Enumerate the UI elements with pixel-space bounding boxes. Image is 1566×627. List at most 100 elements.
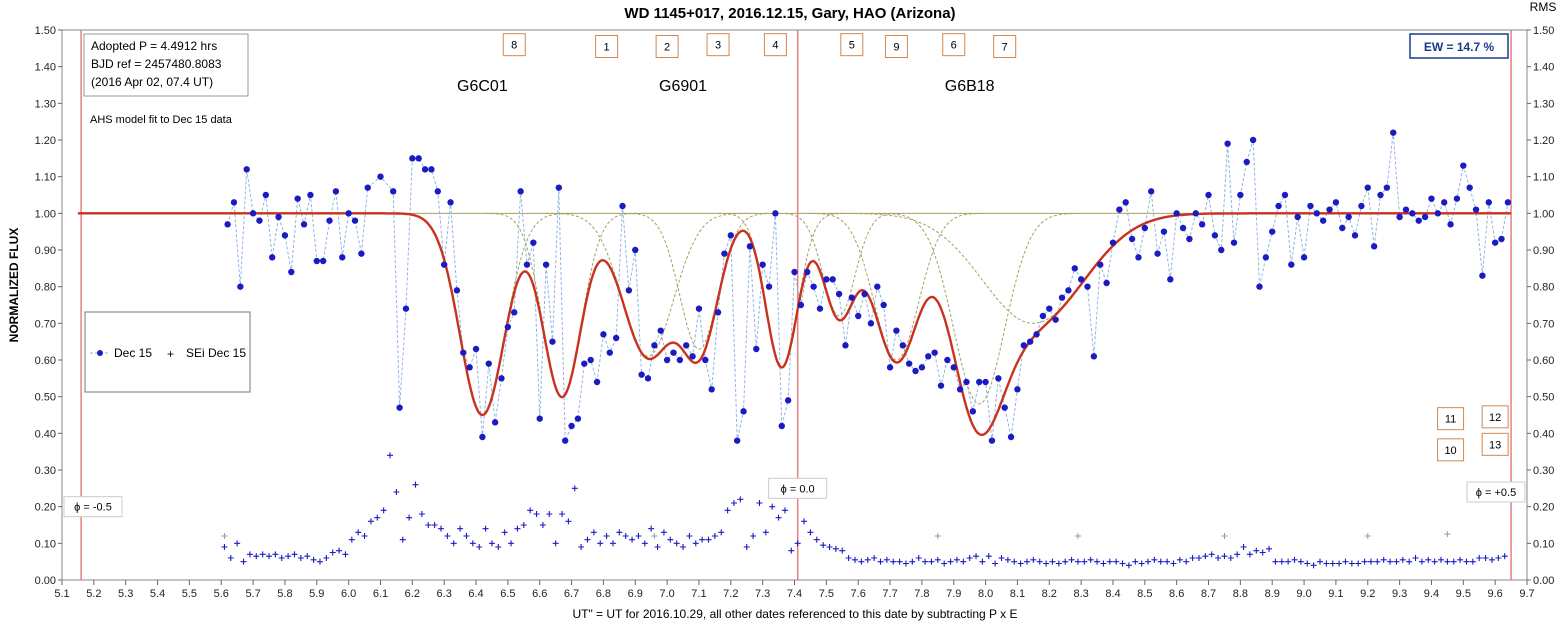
x-tick-label: 9.5 — [1456, 588, 1471, 600]
sei-point — [820, 542, 827, 549]
sei-point — [1227, 555, 1234, 561]
flux-point — [1218, 246, 1225, 254]
y-tick-label: 0.30 — [35, 465, 56, 477]
y-tick-label: 0.60 — [35, 355, 56, 367]
flux-point — [396, 404, 403, 411]
dip-box-label: 13 — [1489, 439, 1501, 451]
sei-point — [578, 544, 585, 550]
sei-point — [374, 514, 381, 521]
sei-point — [826, 544, 833, 550]
flux-point — [1211, 232, 1219, 239]
legend-box — [84, 311, 251, 393]
flux-point — [1065, 287, 1072, 294]
x-tick-label: 7.5 — [819, 588, 834, 600]
sei-point — [310, 556, 317, 563]
sei-point — [221, 544, 228, 550]
flux-point — [542, 261, 550, 268]
sei-point — [259, 551, 266, 558]
annotations: Adopted P = 4.4912 hrs BJD ref = 2457480… — [83, 33, 1509, 393]
y2-tick-label: 1.20 — [1533, 135, 1554, 147]
flux-point — [937, 382, 945, 389]
flux-point — [555, 184, 563, 191]
sei-point — [781, 507, 788, 514]
phase-label: ϕ = +0.5 — [1476, 487, 1516, 499]
sei-point — [387, 452, 394, 459]
flux-point — [1377, 191, 1384, 199]
flux-point — [1453, 195, 1461, 202]
flux-point — [581, 360, 588, 367]
flux-point — [905, 360, 913, 367]
flux-point — [1007, 433, 1015, 441]
sei-point — [947, 558, 954, 565]
flux-point — [651, 342, 658, 349]
sei-point — [278, 555, 285, 561]
sei-point — [1253, 547, 1260, 554]
sei-point — [890, 558, 897, 565]
sei-point — [399, 536, 406, 543]
sei-point — [1202, 553, 1209, 560]
sei-point — [291, 551, 298, 558]
sei-point — [1074, 558, 1081, 565]
flux-point — [504, 323, 512, 331]
sei-point — [807, 529, 814, 536]
flux-point — [1033, 331, 1040, 338]
model-component — [829, 212, 1238, 324]
sei-point — [960, 558, 967, 565]
flux-point — [880, 301, 887, 309]
sei-point — [495, 544, 502, 550]
dip-box — [595, 35, 619, 58]
sei-point — [1259, 549, 1266, 556]
y2-tick-label: 0.90 — [1533, 245, 1554, 257]
sei-point — [762, 529, 769, 536]
flux-point — [708, 386, 715, 393]
flux-point — [1504, 199, 1512, 206]
sei-point — [877, 558, 884, 565]
sei-point — [1049, 558, 1056, 565]
sei-point — [743, 544, 750, 550]
flux-point — [791, 268, 798, 276]
sei-point — [1055, 560, 1062, 567]
flux-point — [568, 422, 575, 430]
sei-point — [680, 544, 687, 550]
dip-box — [840, 33, 864, 57]
x-tick-label: 7.9 — [946, 588, 961, 600]
sei-point — [1278, 558, 1285, 565]
x-tick-label: 9.4 — [1424, 588, 1439, 600]
sei-point — [571, 485, 578, 492]
sei-point — [922, 558, 929, 565]
object-label: G6901 — [659, 78, 707, 95]
flux-point — [1307, 202, 1314, 210]
y-tick-label: 0.90 — [35, 245, 56, 257]
sei-point — [348, 536, 355, 543]
x-tick-label: 5.6 — [214, 588, 229, 600]
sei-point — [1221, 553, 1228, 560]
flux-point — [1485, 199, 1492, 206]
sei-point — [527, 507, 534, 514]
sei-point — [1170, 560, 1177, 567]
dip-box-label: 8 — [511, 40, 517, 52]
sei-point — [565, 518, 572, 525]
flux-point — [683, 342, 690, 349]
sei-point — [985, 553, 992, 560]
sei-point — [297, 555, 304, 561]
x-tick-label: 8.0 — [978, 588, 993, 600]
flux-point — [243, 166, 250, 173]
flux-point — [1026, 338, 1034, 345]
sei-point — [673, 540, 680, 547]
flux-point — [1275, 202, 1282, 210]
sei-point — [450, 540, 457, 547]
flux-connector — [227, 132, 1509, 441]
model-fit — [77, 212, 1512, 436]
sei-point — [1329, 560, 1336, 567]
sei-point — [329, 549, 336, 556]
flux-point — [1415, 217, 1422, 224]
flux-point — [288, 268, 295, 276]
flux-point — [530, 239, 537, 246]
dip-box-label: 5 — [849, 40, 855, 52]
sei-point — [342, 551, 349, 558]
sei-point — [482, 525, 489, 532]
sei-point — [801, 518, 808, 525]
x-tick-label: 8.6 — [1169, 588, 1184, 600]
flux-point — [1491, 239, 1499, 246]
